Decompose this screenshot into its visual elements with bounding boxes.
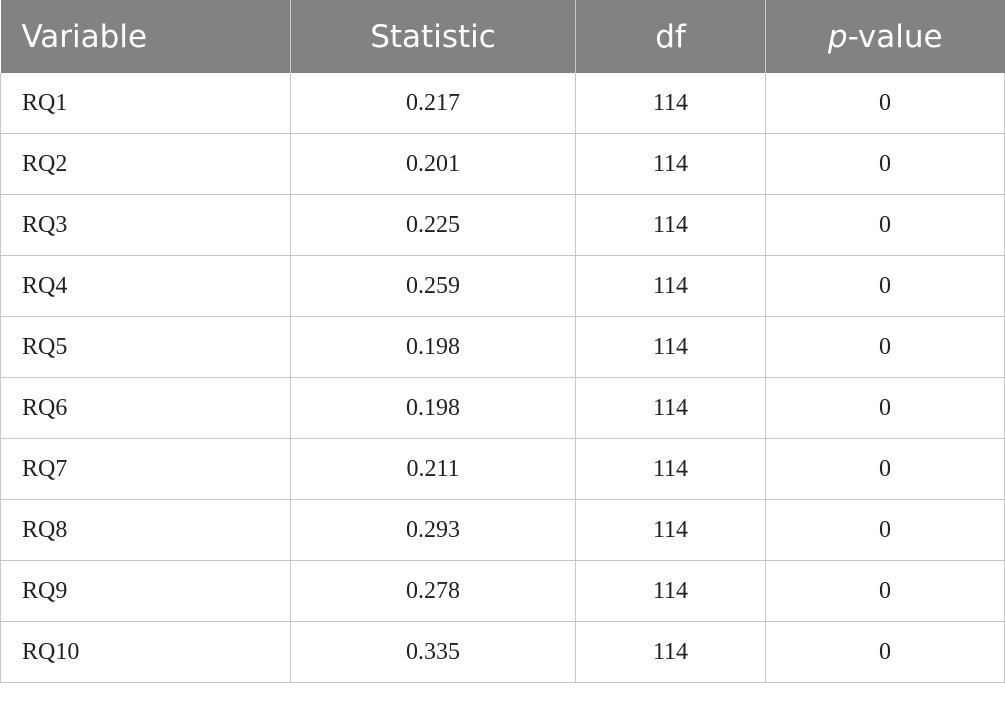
header-p-italic: p — [827, 18, 848, 55]
cell-df: 114 — [575, 194, 766, 256]
cell-statistic: 0.225 — [290, 194, 576, 256]
cell-variable: RQ1 — [0, 73, 291, 134]
cell-variable: RQ10 — [0, 621, 291, 683]
table-row: RQ6 0.198 114 0 — [0, 377, 1005, 439]
cell-statistic: 0.198 — [290, 377, 576, 439]
cell-p-value: 0 — [765, 316, 1005, 378]
cell-p-value: 0 — [765, 438, 1005, 500]
cell-df: 114 — [575, 499, 766, 561]
table-row: RQ1 0.217 114 0 — [0, 73, 1005, 134]
table-row: RQ3 0.225 114 0 — [0, 194, 1005, 256]
cell-statistic: 0.259 — [290, 255, 576, 317]
cell-p-value: 0 — [765, 560, 1005, 622]
cell-statistic: 0.293 — [290, 499, 576, 561]
cell-statistic: 0.211 — [290, 438, 576, 500]
header-p-value: p-value — [765, 0, 1005, 73]
statistics-table: Variable Statistic df p-value RQ1 0.217 11… — [0, 0, 1005, 683]
table-row: RQ8 0.293 114 0 — [0, 499, 1005, 561]
cell-p-value: 0 — [765, 621, 1005, 683]
cell-statistic: 0.278 — [290, 560, 576, 622]
cell-df: 114 — [575, 560, 766, 622]
table-row: RQ7 0.211 114 0 — [0, 438, 1005, 500]
cell-statistic: 0.201 — [290, 133, 576, 195]
cell-df: 114 — [575, 73, 766, 134]
cell-variable: RQ6 — [0, 377, 291, 439]
cell-p-value: 0 — [765, 194, 1005, 256]
cell-df: 114 — [575, 621, 766, 683]
cell-statistic: 0.217 — [290, 73, 576, 134]
cell-p-value: 0 — [765, 133, 1005, 195]
cell-statistic: 0.198 — [290, 316, 576, 378]
cell-p-value: 0 — [765, 73, 1005, 134]
table-row: RQ2 0.201 114 0 — [0, 133, 1005, 195]
cell-df: 114 — [575, 316, 766, 378]
cell-variable: RQ5 — [0, 316, 291, 378]
cell-variable: RQ9 — [0, 560, 291, 622]
header-p-rest: -value — [847, 18, 943, 55]
table-row: RQ4 0.259 114 0 — [0, 255, 1005, 317]
cell-p-value: 0 — [765, 377, 1005, 439]
cell-variable: RQ8 — [0, 499, 291, 561]
header-df: df — [575, 0, 766, 73]
cell-df: 114 — [575, 438, 766, 500]
header-row: Variable Statistic df p-value — [0, 0, 1005, 73]
table-header: Variable Statistic df p-value — [0, 0, 1005, 73]
header-statistic: Statistic — [290, 0, 576, 73]
cell-variable: RQ4 — [0, 255, 291, 317]
cell-variable: RQ2 — [0, 133, 291, 195]
cell-df: 114 — [575, 133, 766, 195]
cell-p-value: 0 — [765, 499, 1005, 561]
table-row: RQ5 0.198 114 0 — [0, 316, 1005, 378]
cell-variable: RQ7 — [0, 438, 291, 500]
header-variable: Variable — [0, 0, 291, 73]
table-row: RQ9 0.278 114 0 — [0, 560, 1005, 622]
cell-p-value: 0 — [765, 255, 1005, 317]
cell-df: 114 — [575, 377, 766, 439]
cell-statistic: 0.335 — [290, 621, 576, 683]
table-body: RQ1 0.217 114 0 RQ2 0.201 114 0 RQ3 0.225 114 0 RQ4 0… — [0, 73, 1005, 683]
table-row: RQ10 0.335 114 0 — [0, 621, 1005, 683]
cell-df: 114 — [575, 255, 766, 317]
cell-variable: RQ3 — [0, 194, 291, 256]
